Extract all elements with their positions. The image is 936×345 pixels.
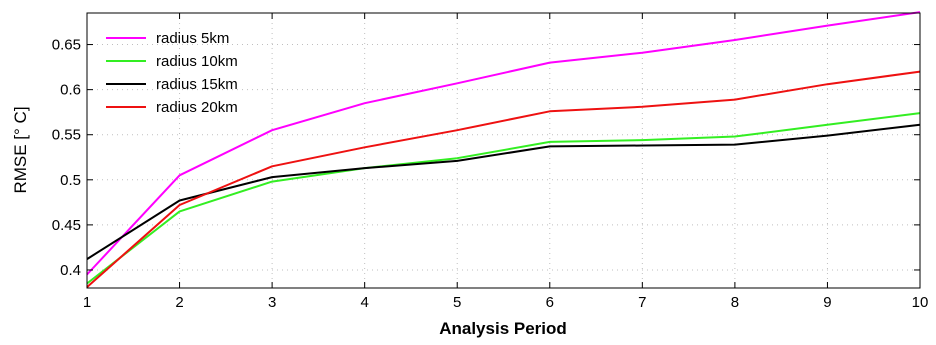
y-axis-title: RMSE [° C] [11, 106, 30, 193]
grid [87, 13, 920, 288]
series-line-3 [86, 123, 921, 260]
y-axis: 0.4 0.45 0.5 0.55 0.6 0.65 [52, 37, 920, 279]
legend-label: radius 15km [156, 76, 238, 93]
legend: radius 5km radius 10km radius 15km radius 2… [106, 30, 238, 116]
legend-label: radius 10km [156, 53, 238, 70]
series-lines [86, 11, 921, 288]
series-line-1 [86, 11, 921, 276]
x-tick-label: 2 [175, 294, 183, 311]
x-tick-label: 7 [638, 294, 646, 311]
y-tick-label: 0.5 [60, 172, 81, 189]
x-tick-label: 8 [731, 294, 739, 311]
y-tick-label: 0.55 [52, 127, 81, 144]
x-axis: 1 2 3 4 5 6 7 8 9 10 [83, 13, 929, 311]
y-tick-label: 0.4 [60, 262, 81, 279]
series-line-2 [86, 112, 921, 285]
y-tick-label: 0.6 [60, 82, 81, 99]
y-tick-label: 0.45 [52, 217, 81, 234]
x-tick-label: 3 [268, 294, 276, 311]
legend-label: radius 5km [156, 30, 229, 47]
x-tick-label: 1 [83, 294, 91, 311]
x-tick-label: 9 [823, 294, 831, 311]
x-tick-label: 5 [453, 294, 461, 311]
legend-label: radius 20km [156, 99, 238, 116]
x-axis-title: Analysis Period [439, 319, 567, 338]
y-tick-label: 0.65 [52, 37, 81, 54]
x-tick-label: 4 [360, 294, 368, 311]
series-line-4 [86, 70, 921, 288]
x-tick-label: 6 [546, 294, 554, 311]
plot-frame [86, 12, 921, 289]
x-tick-label: 10 [912, 294, 929, 311]
